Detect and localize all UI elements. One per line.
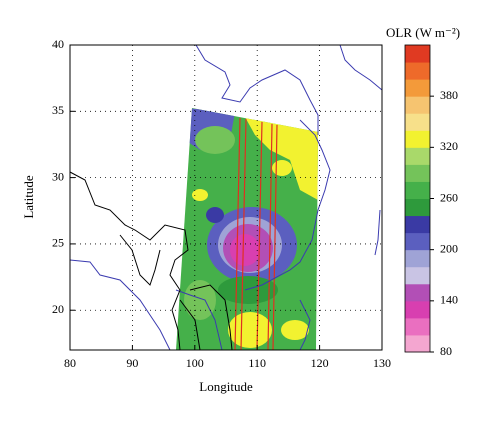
colorbar-band (405, 79, 430, 97)
colorbar-band (405, 96, 430, 114)
colorbar-band (405, 164, 430, 182)
y-tick-label: 30 (52, 169, 64, 183)
colorbar-tick-label: 320 (440, 139, 458, 153)
borders (69, 171, 233, 351)
colorbar-tick-label: 140 (440, 293, 458, 307)
colorbar-band (405, 45, 430, 63)
colorbar-band (405, 113, 430, 131)
colorbar-band (405, 317, 430, 336)
colorbar-band (405, 266, 430, 285)
colorbar-band (405, 147, 430, 165)
colorbar-band (405, 198, 430, 217)
colorbar-band (405, 249, 430, 268)
track-lines (234, 117, 278, 351)
colorbar-band (405, 181, 430, 199)
colorbar-band (405, 300, 430, 319)
colorbar-band (405, 62, 430, 80)
x-tick-label: 120 (311, 356, 329, 370)
colorbar-band (405, 215, 430, 234)
y-axis-label: Latitude (21, 175, 36, 219)
colorbar-band (405, 283, 430, 302)
x-tick-label: 80 (64, 356, 76, 370)
y-tick-label: 35 (52, 103, 64, 117)
colorbar-tick-label: 80 (440, 344, 452, 358)
x-tick-label: 130 (373, 356, 391, 370)
colorbar-band (405, 334, 430, 353)
coastlines (69, 44, 383, 351)
olr-swath (176, 108, 318, 350)
colorbar-band (405, 232, 430, 251)
plot-frame (69, 44, 383, 351)
x-tick-label: 110 (248, 356, 266, 370)
x-axis-label: Longitude (199, 379, 253, 394)
y-tick-label: 25 (52, 236, 64, 250)
colorbar-tick-label: 380 (440, 88, 458, 102)
x-tick-label: 90 (126, 356, 138, 370)
y-tick-label: 20 (52, 302, 64, 316)
colorbar-band (405, 130, 430, 148)
y-tick-label: 40 (52, 37, 64, 51)
colorbar-tick-label: 260 (440, 190, 458, 204)
colorbar-label: OLR (W m⁻²) (386, 25, 460, 40)
colorbar-tick-label: 200 (440, 241, 458, 255)
x-tick-label: 100 (186, 356, 204, 370)
